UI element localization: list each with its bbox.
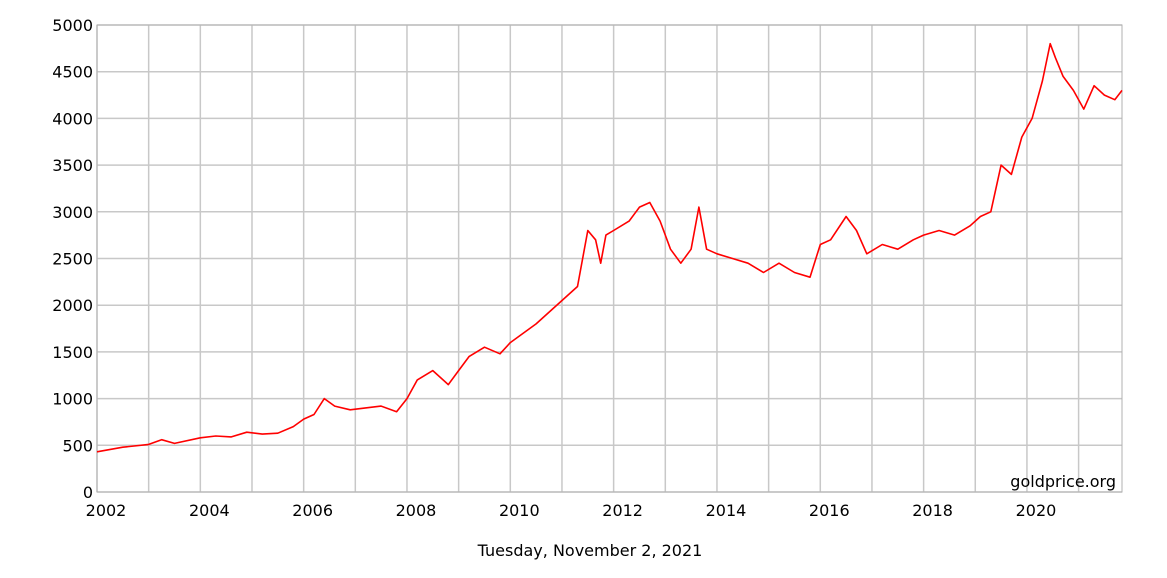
- x-tick-label: 2006: [292, 501, 333, 520]
- x-tick-label: 2008: [396, 501, 437, 520]
- series-layer: [96, 42, 1123, 453]
- x-axis-ticks: 2002 2004 2006 2008 2010 2012 2014 2016 2018 2020: [86, 501, 1057, 520]
- y-tick-label: 3500: [52, 156, 93, 175]
- x-tick-label: 2010: [499, 501, 540, 520]
- x-tick-label: 2014: [706, 501, 747, 520]
- x-tick-label: 2020: [1016, 501, 1057, 520]
- plot-frame: [96, 24, 1123, 493]
- y-tick-label: 2000: [52, 296, 93, 315]
- x-tick-label: 2012: [602, 501, 643, 520]
- watermark: goldprice.org: [1010, 472, 1116, 491]
- x-tick-label: 2018: [912, 501, 953, 520]
- y-tick-label: 4500: [52, 63, 93, 82]
- y-tick-label: 500: [62, 436, 93, 455]
- y-tick-label: 2500: [52, 250, 93, 269]
- y-tick-label: 1500: [52, 343, 93, 362]
- y-tick-label: 4000: [52, 109, 93, 128]
- y-tick-label: 0: [83, 483, 93, 502]
- y-tick-label: 1000: [52, 390, 93, 409]
- chart-date-caption: Tuesday, November 2, 2021: [477, 541, 703, 560]
- x-tick-label: 2016: [809, 501, 850, 520]
- y-tick-label: 5000: [52, 16, 93, 35]
- y-axis-ticks: 0 500 1000 1500 2000 2500 3000 3500 4000 4500 5000: [52, 16, 93, 502]
- x-tick-label: 2004: [189, 501, 230, 520]
- grid: [96, 24, 1122, 493]
- x-tick-label: 2002: [86, 501, 127, 520]
- price-line: [96, 42, 1123, 453]
- y-tick-label: 3000: [52, 203, 93, 222]
